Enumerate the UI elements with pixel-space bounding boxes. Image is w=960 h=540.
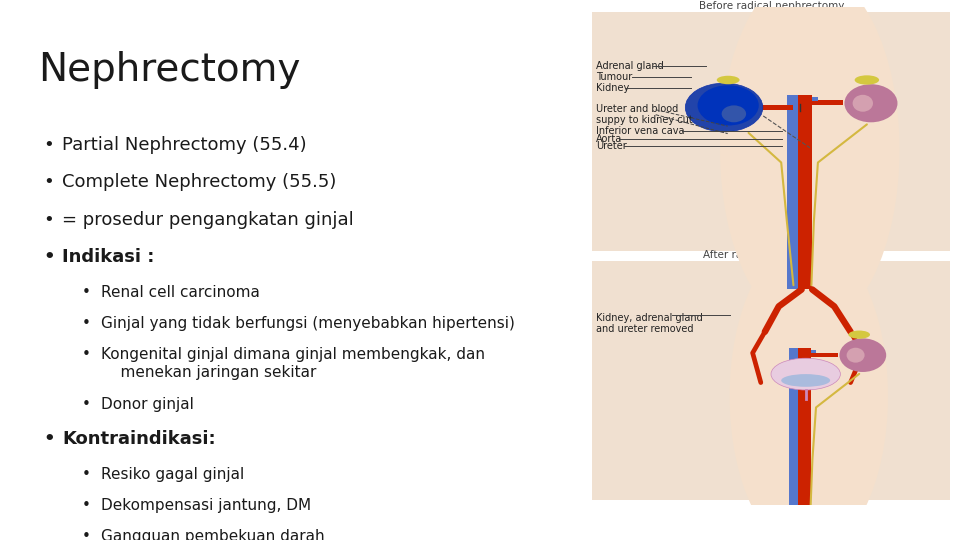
Ellipse shape (852, 95, 873, 112)
Text: •: • (43, 430, 55, 448)
Text: Complete Nephrectomy (55.5): Complete Nephrectomy (55.5) (62, 173, 337, 192)
Text: Renal cell carcinoma: Renal cell carcinoma (101, 286, 259, 300)
Ellipse shape (730, 238, 888, 540)
Ellipse shape (847, 348, 865, 363)
Text: •: • (82, 347, 90, 362)
Bar (787, 97, 818, 101)
Ellipse shape (717, 76, 739, 84)
Text: •: • (82, 467, 90, 482)
Text: Gangguan pembekuan darah: Gangguan pembekuan darah (101, 529, 324, 540)
Text: Kidney: Kidney (596, 83, 630, 93)
Ellipse shape (781, 374, 830, 387)
Text: After radical nephrectomy: After radical nephrectomy (703, 249, 840, 260)
Text: Partial Nephrectomy (55.4): Partial Nephrectomy (55.4) (62, 136, 307, 154)
Ellipse shape (845, 84, 898, 122)
Text: Ureter: Ureter (596, 141, 627, 151)
Bar (789, 348, 800, 519)
Ellipse shape (685, 83, 763, 132)
Ellipse shape (839, 339, 886, 372)
Text: Kongenital ginjal dimana ginjal membengkak, dan
    menekan jaringan sekitar: Kongenital ginjal dimana ginjal membengk… (101, 347, 485, 380)
Text: •: • (43, 136, 54, 154)
Bar (798, 348, 811, 519)
Ellipse shape (849, 330, 870, 339)
Text: Adrenal gland: Adrenal gland (596, 62, 664, 71)
Text: Tumour: Tumour (596, 72, 633, 83)
Bar (789, 349, 816, 353)
Text: •: • (43, 173, 54, 192)
Text: •: • (82, 396, 90, 411)
Text: Resiko gagal ginjal: Resiko gagal ginjal (101, 467, 244, 482)
Text: Nephrectomy: Nephrectomy (38, 51, 300, 90)
Text: Before radical nephrectomy: Before radical nephrectomy (699, 1, 844, 11)
Text: •: • (43, 248, 55, 266)
Bar (811, 353, 838, 357)
Bar (592, 12, 950, 251)
Text: = prosedur pengangkatan ginjal: = prosedur pengangkatan ginjal (62, 211, 354, 229)
Text: •: • (82, 286, 90, 300)
Text: •: • (43, 211, 54, 229)
Text: Inferior vena cava: Inferior vena cava (596, 126, 684, 136)
Bar (787, 95, 799, 289)
Ellipse shape (698, 85, 758, 125)
Text: •: • (82, 529, 90, 540)
Bar (812, 100, 843, 105)
Text: Kidney, adrenal gland
and ureter removed: Kidney, adrenal gland and ureter removed (596, 313, 703, 334)
Text: Indikasi :: Indikasi : (62, 248, 155, 266)
Text: Aorta: Aorta (596, 133, 622, 144)
Text: •: • (82, 498, 90, 513)
Text: Donor ginjal: Donor ginjal (101, 396, 194, 411)
Text: Kontraindikasi:: Kontraindikasi: (62, 430, 216, 448)
Bar (798, 95, 812, 289)
Ellipse shape (771, 358, 840, 390)
Text: •: • (82, 316, 90, 332)
Ellipse shape (720, 0, 900, 329)
Ellipse shape (722, 105, 746, 122)
Text: Dekompensasi jantung, DM: Dekompensasi jantung, DM (101, 498, 311, 513)
Ellipse shape (854, 75, 879, 85)
Bar (592, 261, 950, 500)
Text: Ginjal yang tidak berfungsi (menyebabkan hipertensi): Ginjal yang tidak berfungsi (menyebabkan… (101, 316, 515, 332)
Bar (760, 105, 793, 110)
Text: Ureter and blood
suppy to kidney cut: Ureter and blood suppy to kidney cut (596, 104, 693, 125)
